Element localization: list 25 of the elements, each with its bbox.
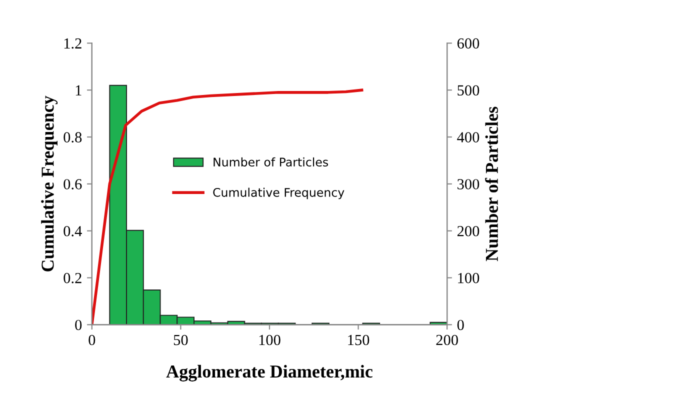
y2-tick-label: 100 — [458, 272, 480, 284]
y2-tick-label: 400 — [457, 132, 480, 142]
legend-label: Cumulative Frequency — [213, 188, 344, 200]
x-axis-title: Agglomerate Diameter,mic — [166, 364, 372, 382]
y2-tick-label: 200 — [457, 226, 480, 236]
y-tick-label: 0.8 — [64, 132, 82, 143]
y-tick-label: 1.2 — [64, 38, 82, 49]
y-tick-label: 1 — [76, 85, 82, 96]
x-tick-label: 100 — [259, 334, 280, 346]
y2-tick-label: 500 — [458, 85, 480, 96]
y2-tick-label: 300 — [458, 179, 480, 190]
x-tick-label: 0 — [88, 334, 96, 346]
y2-tick-label: 600 — [457, 38, 480, 49]
y2-axis-title: Number of Particles — [485, 106, 498, 262]
y-tick-label: 0.2 — [64, 272, 82, 284]
y-tick-label: 0.4 — [64, 226, 82, 236]
x-tick-label: 50 — [174, 334, 188, 346]
y-axis-title: Cumulative Frequency — [41, 96, 58, 272]
legend-label: Number of Particles — [214, 157, 328, 167]
y-tick-label: 0 — [75, 320, 82, 330]
line-series — [92, 88, 364, 325]
y2-tick-label: 0 — [457, 320, 464, 330]
x-tick-label: 200 — [436, 334, 458, 346]
y-tick-label: 0.6 — [64, 179, 82, 190]
x-tick-label: 150 — [348, 334, 370, 346]
